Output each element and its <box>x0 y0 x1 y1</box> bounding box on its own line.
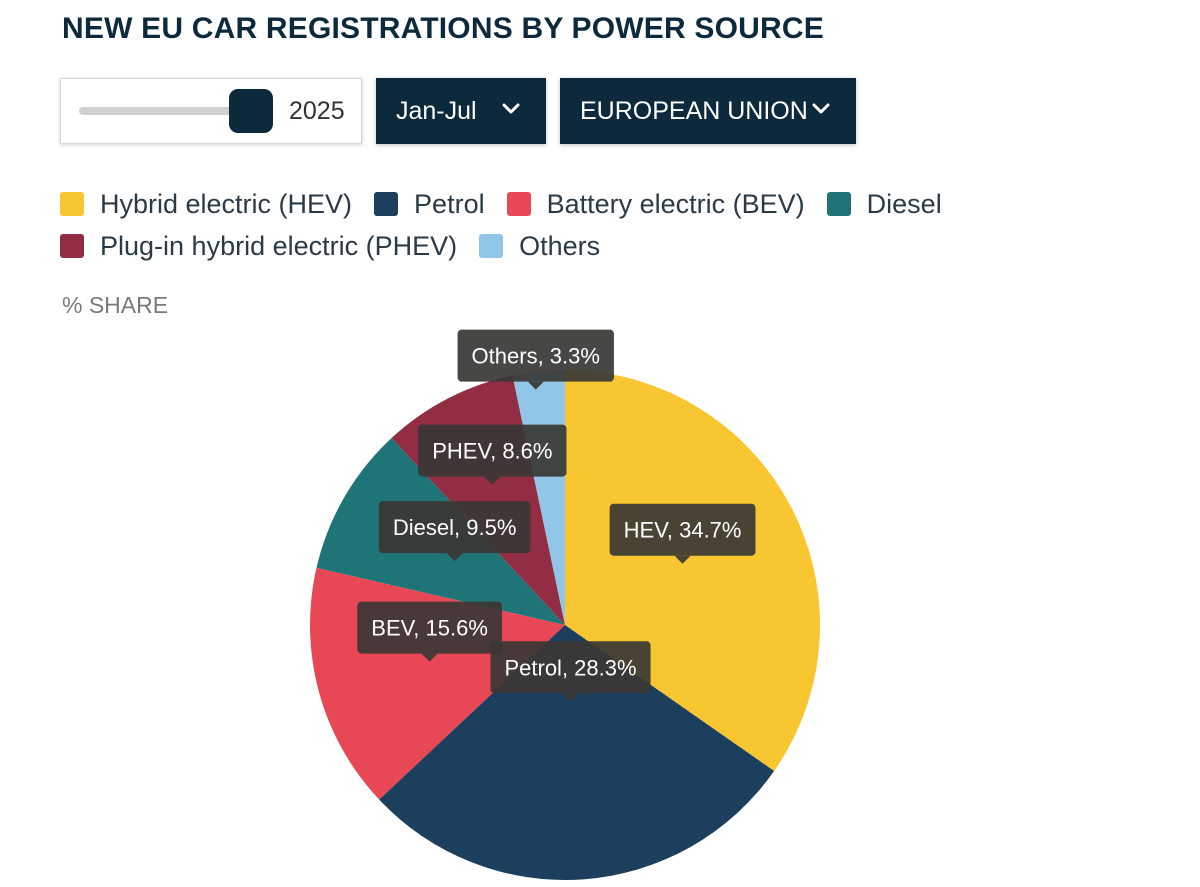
period-dropdown-label: Jan-Jul <box>396 96 477 125</box>
data-label-box <box>609 503 756 556</box>
data-label-pointer <box>484 476 501 485</box>
year-slider-control[interactable]: 2025 <box>60 78 362 144</box>
pie-slice-hev[interactable] <box>565 370 821 771</box>
data-label-pointer <box>562 693 579 702</box>
chart-legend: Hybrid electric (HEV) Petrol Battery ele… <box>60 184 1060 268</box>
data-label-box <box>457 329 614 382</box>
data-label-petrol: Petrol, 28.3% <box>490 641 651 702</box>
legend-item-bev[interactable]: Battery electric (BEV) <box>506 188 805 220</box>
data-label-pointer <box>674 555 691 564</box>
data-label-others: Others, 3.3% <box>457 329 614 390</box>
legend-label: Plug-in hybrid electric (PHEV) <box>100 230 458 261</box>
legend-item-petrol[interactable]: Petrol <box>374 189 485 220</box>
region-dropdown-label: EUROPEAN UNION <box>580 96 808 125</box>
legend-swatch <box>506 192 531 216</box>
year-slider-track[interactable] <box>79 107 251 115</box>
legend-row: Hybrid electric (HEV) Petrol Battery ele… <box>60 184 1060 224</box>
chevron-down-icon <box>812 103 830 114</box>
legend-item-hev[interactable]: Hybrid electric (HEV) <box>60 189 352 220</box>
data-label-box <box>490 641 651 694</box>
chart-title: NEW EU CAR REGISTRATIONS BY POWER SOURCE <box>62 12 824 45</box>
data-label-text: PHEV, 8.6% <box>432 439 552 464</box>
legend-row: Plug-in hybrid electric (PHEV) Others <box>60 226 1060 266</box>
legend-swatch <box>374 192 399 216</box>
period-dropdown[interactable]: Jan-Jul <box>376 78 546 144</box>
legend-swatch <box>60 192 84 216</box>
pie-slice-petrol[interactable] <box>379 625 775 881</box>
legend-swatch <box>60 234 84 258</box>
legend-item-phev[interactable]: Plug-in hybrid electric (PHEV) <box>60 231 457 262</box>
data-label-text: Diesel, 9.5% <box>393 515 517 540</box>
legend-label: Others <box>519 230 601 261</box>
data-label-hev: HEV, 34.7% <box>609 503 756 564</box>
data-label-box <box>418 424 567 477</box>
data-label-text: Petrol, 28.3% <box>504 655 636 680</box>
chevron-down-icon <box>502 103 520 114</box>
data-label-pointer <box>446 553 463 562</box>
data-label-phev: PHEV, 8.6% <box>418 424 567 485</box>
legend-item-diesel[interactable]: Diesel <box>826 188 942 220</box>
data-label-text: HEV, 34.7% <box>624 518 742 543</box>
legend-item-others[interactable]: Others <box>479 231 600 262</box>
data-label-bev: BEV, 15.6% <box>357 601 502 662</box>
data-label-text: BEV, 15.6% <box>371 616 488 641</box>
data-label-text: Others, 3.3% <box>472 344 600 369</box>
legend-label: Diesel <box>866 188 942 219</box>
data-label-pointer <box>421 653 438 662</box>
data-label-pointer <box>527 381 544 390</box>
region-dropdown[interactable]: EUROPEAN UNION <box>560 78 856 144</box>
data-label-box <box>357 601 502 654</box>
legend-swatch <box>479 234 504 258</box>
legend-label: Hybrid electric (HEV) <box>100 188 353 219</box>
legend-label: Battery electric (BEV) <box>546 188 805 219</box>
legend-label: Petrol <box>414 188 485 219</box>
year-slider-handle[interactable] <box>229 89 273 133</box>
unit-label: % SHARE <box>62 292 169 318</box>
data-label-diesel: Diesel, 9.5% <box>378 501 531 562</box>
year-value: 2025 <box>289 97 345 125</box>
data-label-box <box>378 501 531 554</box>
legend-swatch <box>826 192 851 216</box>
